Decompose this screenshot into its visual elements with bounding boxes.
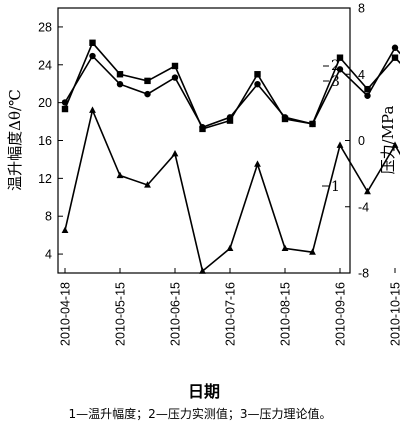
series-3-point [254,71,261,78]
x-tick-label: 2010-06-15 [169,282,183,346]
series-label-2: 2 [331,58,340,74]
y-axis-left-label: 温升幅度Δθ/℃ [6,89,24,191]
x-tick-label: 2010-09-16 [334,282,348,346]
series-1-point [116,171,124,179]
series-2-point [144,90,151,98]
series-1-point [391,141,399,148]
series-1-point [281,244,289,251]
series-1-point [144,181,151,188]
y-right-tick-label: -4 [358,200,369,214]
series-3-line [64,41,400,130]
series-2-point [89,52,96,60]
x-tick-label: 2010-10-15 [389,282,400,346]
x-tick-label: 2010-08-15 [279,282,293,346]
series-3-point [171,62,179,70]
y-right-tick-label: 0 [358,134,365,148]
series-1-point [309,248,316,255]
series-1-point [336,141,344,148]
series-3-point [391,54,399,61]
y-right-tick-label: -8 [358,267,369,281]
series-1-line [64,107,400,273]
series-labels: 1 23 [322,58,340,195]
y-left-tick-label: 12 [38,172,52,186]
series-3-point [226,117,234,124]
series-2-line [64,46,400,129]
series-2-point [116,80,124,88]
y-right-tick-label: 8 [358,2,365,16]
series-1-point [226,244,234,251]
series-2-point [254,80,261,88]
x-tick-label: 2010-07-16 [224,282,238,346]
series-3-point [199,125,206,133]
series-3-point [144,77,151,85]
x-tick-label: 2010-04-18 [59,282,73,346]
plot-area [57,7,351,274]
series-2-point [171,74,179,81]
y-axis-right: -8 -4 0 4 8 [345,2,369,281]
series-1-point [199,267,206,274]
series-3-point [309,120,316,128]
y-left-tick-label: 24 [38,58,52,72]
series-3-point [281,115,289,123]
series-3-point [116,71,124,78]
x-axis: 2010-04-18 2010-05-15 2010-06-15 2010-07-16… [59,268,400,346]
series-3-point [61,105,69,113]
series-label-3: 3 [331,74,340,90]
chart-caption: 1—温升幅度；2—压力实测值；3—压力理论值。 [68,407,332,421]
y-left-tick-label: 16 [38,134,52,148]
x-axis-label: 日期 [188,382,220,401]
series-layer [61,39,400,274]
series-3-point [336,54,344,61]
series-1-point [89,106,96,113]
y-axis-right-label: 压力/MPa [379,106,397,175]
series-1-point [61,226,69,234]
series-2-point [364,92,371,99]
y-axis-left: 4 8 12 16 20 24 28 [38,20,63,262]
series-3-point [364,85,371,93]
series-3-point [89,39,96,46]
y-right-tick-label: 4 [358,68,365,82]
series-2-point [336,66,344,73]
series-1-point [171,149,179,157]
y-left-tick-label: 8 [45,210,52,224]
series-2-point [391,44,399,51]
y-left-tick-label: 4 [45,248,52,262]
series-1-point [254,160,261,167]
y-left-tick-label: 20 [38,96,52,110]
y-left-tick-label: 28 [38,20,52,34]
series-1-point [364,187,371,195]
series-label-1: 1 [331,179,340,195]
x-tick-label: 2010-05-15 [114,282,128,346]
